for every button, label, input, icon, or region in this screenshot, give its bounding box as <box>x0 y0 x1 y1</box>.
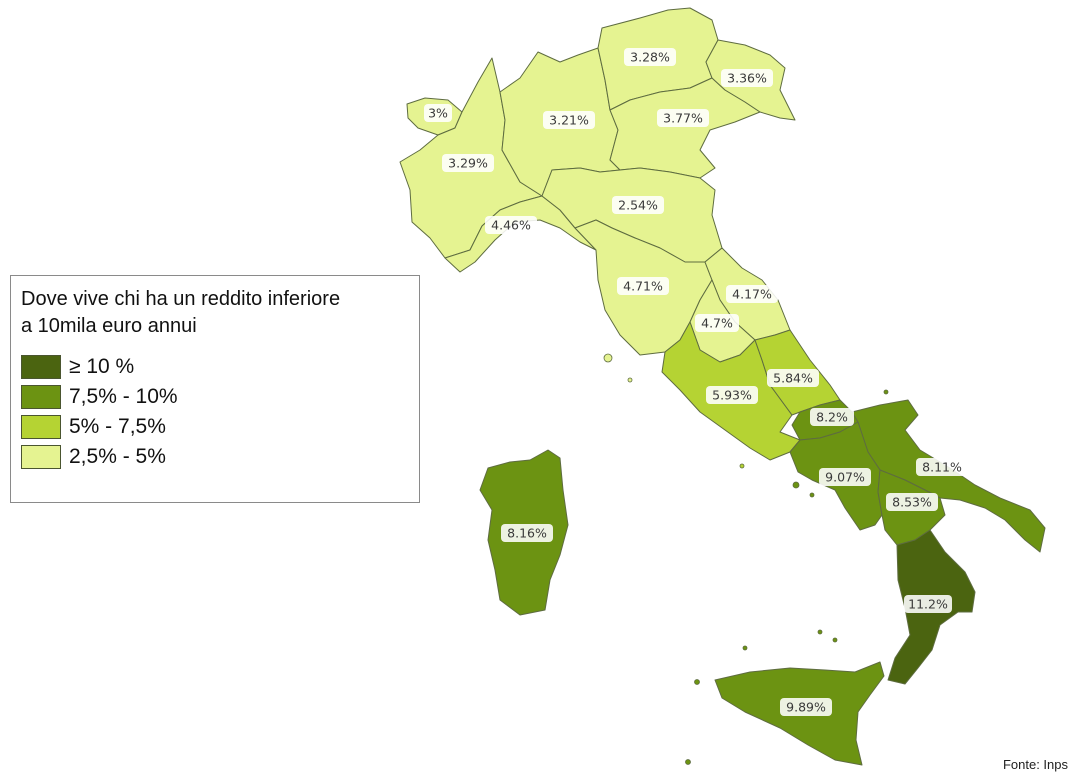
label-emilia-romagna: 2.54% <box>612 196 664 214</box>
label-trentino: 3.28% <box>624 48 676 66</box>
label-calabria: 11.2% <box>904 595 952 613</box>
label-piemonte: 3.29% <box>442 154 494 172</box>
legend-swatch <box>21 385 61 409</box>
label-text-friuli: 3.36% <box>727 71 767 86</box>
legend-swatch <box>21 355 61 379</box>
label-sicilia: 9.89% <box>780 698 832 716</box>
island-tremiti <box>883 389 889 395</box>
island-elba <box>603 353 613 363</box>
label-text-marche: 4.17% <box>732 287 772 302</box>
label-marche: 4.17% <box>726 285 778 303</box>
label-valle-d-aosta: 3% <box>424 104 452 122</box>
label-sardegna: 8.16% <box>501 524 553 542</box>
legend-title-line2: a 10mila euro annui <box>21 315 197 337</box>
island-capri <box>809 492 815 498</box>
label-veneto: 3.77% <box>657 109 709 127</box>
legend-title: Dove vive chi ha un reddito inferiore a … <box>21 286 409 340</box>
label-campania: 9.07% <box>819 468 871 486</box>
legend-swatch <box>21 415 61 439</box>
label-text-umbria: 4.7% <box>701 316 733 331</box>
label-umbria: 4.7% <box>695 314 739 332</box>
island-eolie-1 <box>817 629 823 635</box>
label-friuli: 3.36% <box>721 69 773 87</box>
legend-item-2-5-5: 2,5% - 5% <box>21 442 409 472</box>
label-text-abruzzo: 5.84% <box>773 371 813 386</box>
label-text-basilicata: 8.53% <box>892 495 932 510</box>
label-basilicata: 8.53% <box>886 493 938 511</box>
label-text-lazio: 5.93% <box>712 388 752 403</box>
label-text-campania: 9.07% <box>825 470 865 485</box>
legend-item-7-5-10: 7,5% - 10% <box>21 382 409 412</box>
legend-item-label: 2,5% - 5% <box>69 445 166 468</box>
region-labels: 3% 3.29% 4.46% 3.21% 3.28% 3.77% 3.36% <box>424 48 968 716</box>
legend-title-line1: Dove vive chi ha un reddito inferiore <box>21 288 341 310</box>
label-text-piemonte: 3.29% <box>448 156 488 171</box>
label-text-puglia: 8.11% <box>922 460 962 475</box>
legend-item-label: 5% - 7,5% <box>69 415 166 438</box>
label-text-calabria: 11.2% <box>908 597 948 612</box>
label-text-veneto: 3.77% <box>663 111 703 126</box>
legend-item-over-10: ≥ 10 % <box>21 352 409 382</box>
island-ustica <box>742 645 748 651</box>
source-credit: Fonte: Inps <box>1002 757 1068 772</box>
label-lombardia: 3.21% <box>543 111 595 129</box>
label-text-emilia-romagna: 2.54% <box>618 198 658 213</box>
map-legend: Dove vive chi ha un reddito inferiore a … <box>10 275 420 503</box>
island-giglio <box>627 377 633 383</box>
small-islands <box>603 353 889 765</box>
label-text-sicilia: 9.89% <box>786 700 826 715</box>
label-text-toscana: 4.71% <box>623 279 663 294</box>
label-abruzzo: 5.84% <box>767 369 819 387</box>
label-text-lombardia: 3.21% <box>549 113 589 128</box>
label-text-trentino: 3.28% <box>630 50 670 65</box>
island-eolie-2 <box>832 637 838 643</box>
legend-swatch <box>21 445 61 469</box>
label-molise: 8.2% <box>810 408 854 426</box>
island-egadi <box>694 679 700 685</box>
label-lazio: 5.93% <box>706 386 758 404</box>
label-puglia: 8.11% <box>916 458 968 476</box>
island-ponza <box>739 463 745 469</box>
island-pantelleria <box>685 759 691 765</box>
label-liguria: 4.46% <box>485 216 537 234</box>
label-text-liguria: 4.46% <box>491 218 531 233</box>
label-text-sardegna: 8.16% <box>507 526 547 541</box>
island-ischia <box>792 481 800 489</box>
legend-item-5-7-5: 5% - 7,5% <box>21 412 409 442</box>
label-text-molise: 8.2% <box>816 410 848 425</box>
legend-item-label: 7,5% - 10% <box>69 385 178 408</box>
label-text-valle-d-aosta: 3% <box>428 106 448 121</box>
legend-item-label: ≥ 10 % <box>69 355 135 378</box>
label-toscana: 4.71% <box>617 277 669 295</box>
